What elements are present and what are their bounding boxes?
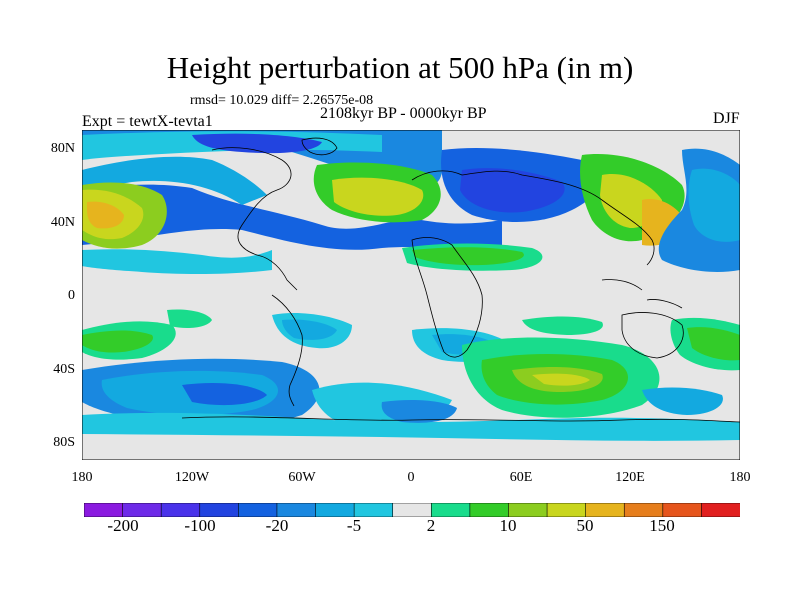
colorbar-swatch — [238, 503, 278, 517]
colorbar-label: 10 — [499, 516, 517, 535]
colorbar-swatch — [430, 503, 471, 517]
lon-label: 60W — [288, 470, 316, 485]
lon-label: 0 — [407, 470, 415, 485]
colorbar-swatch — [623, 503, 664, 517]
colorbar-swatch — [353, 503, 394, 517]
lon-label: 180 — [71, 470, 93, 485]
stats-text: rmsd= 10.029 diff= 2.26575e-08 — [190, 93, 374, 108]
map-plot — [82, 130, 740, 460]
colorbar-swatch — [315, 503, 355, 517]
colorbar — [84, 503, 740, 517]
colorbar-label: 50 — [576, 516, 594, 535]
lat-label: 40S — [53, 362, 75, 377]
colorbar-label: 150 — [649, 516, 675, 535]
colorbar-swatch — [662, 503, 703, 517]
colorbar-label: -200 — [107, 516, 139, 535]
colorbar-swatch — [392, 503, 433, 517]
colorbar-swatch — [701, 503, 740, 517]
lon-label: 120E — [615, 470, 645, 485]
lon-label: 180 — [729, 470, 751, 485]
colorbar-swatch — [469, 503, 510, 517]
lon-label: 120W — [174, 470, 210, 485]
lon-label: 60E — [509, 470, 533, 485]
lat-label: 0 — [68, 288, 75, 303]
colorbar-swatch — [84, 503, 124, 517]
period-subtitle: 2108kyr BP - 0000kyr BP — [320, 105, 487, 122]
colorbar-swatch — [546, 503, 587, 517]
colorbar-swatch — [276, 503, 317, 517]
experiment-label: Expt = tewtX-tevta1 — [82, 113, 213, 130]
height-perturbation-field — [82, 130, 740, 460]
colorbar-label: -20 — [265, 516, 289, 535]
lat-label: 80N — [50, 141, 75, 156]
colorbar-label: -100 — [184, 516, 216, 535]
colorbar-swatch — [585, 503, 626, 517]
colorbar-swatch — [199, 503, 240, 517]
lat-label: 80S — [53, 435, 75, 450]
coastlines — [181, 137, 740, 423]
lat-label: 40N — [50, 215, 75, 230]
colorbar-swatch — [160, 503, 201, 517]
colorbar-swatch — [508, 503, 548, 517]
colorbar-label: -5 — [346, 516, 362, 535]
plot-title: Height perturbation at 500 hPa (in m) — [166, 50, 634, 85]
season-label: DJF — [713, 110, 740, 127]
colorbar-swatch — [122, 503, 162, 517]
colorbar-label: 2 — [426, 516, 436, 535]
